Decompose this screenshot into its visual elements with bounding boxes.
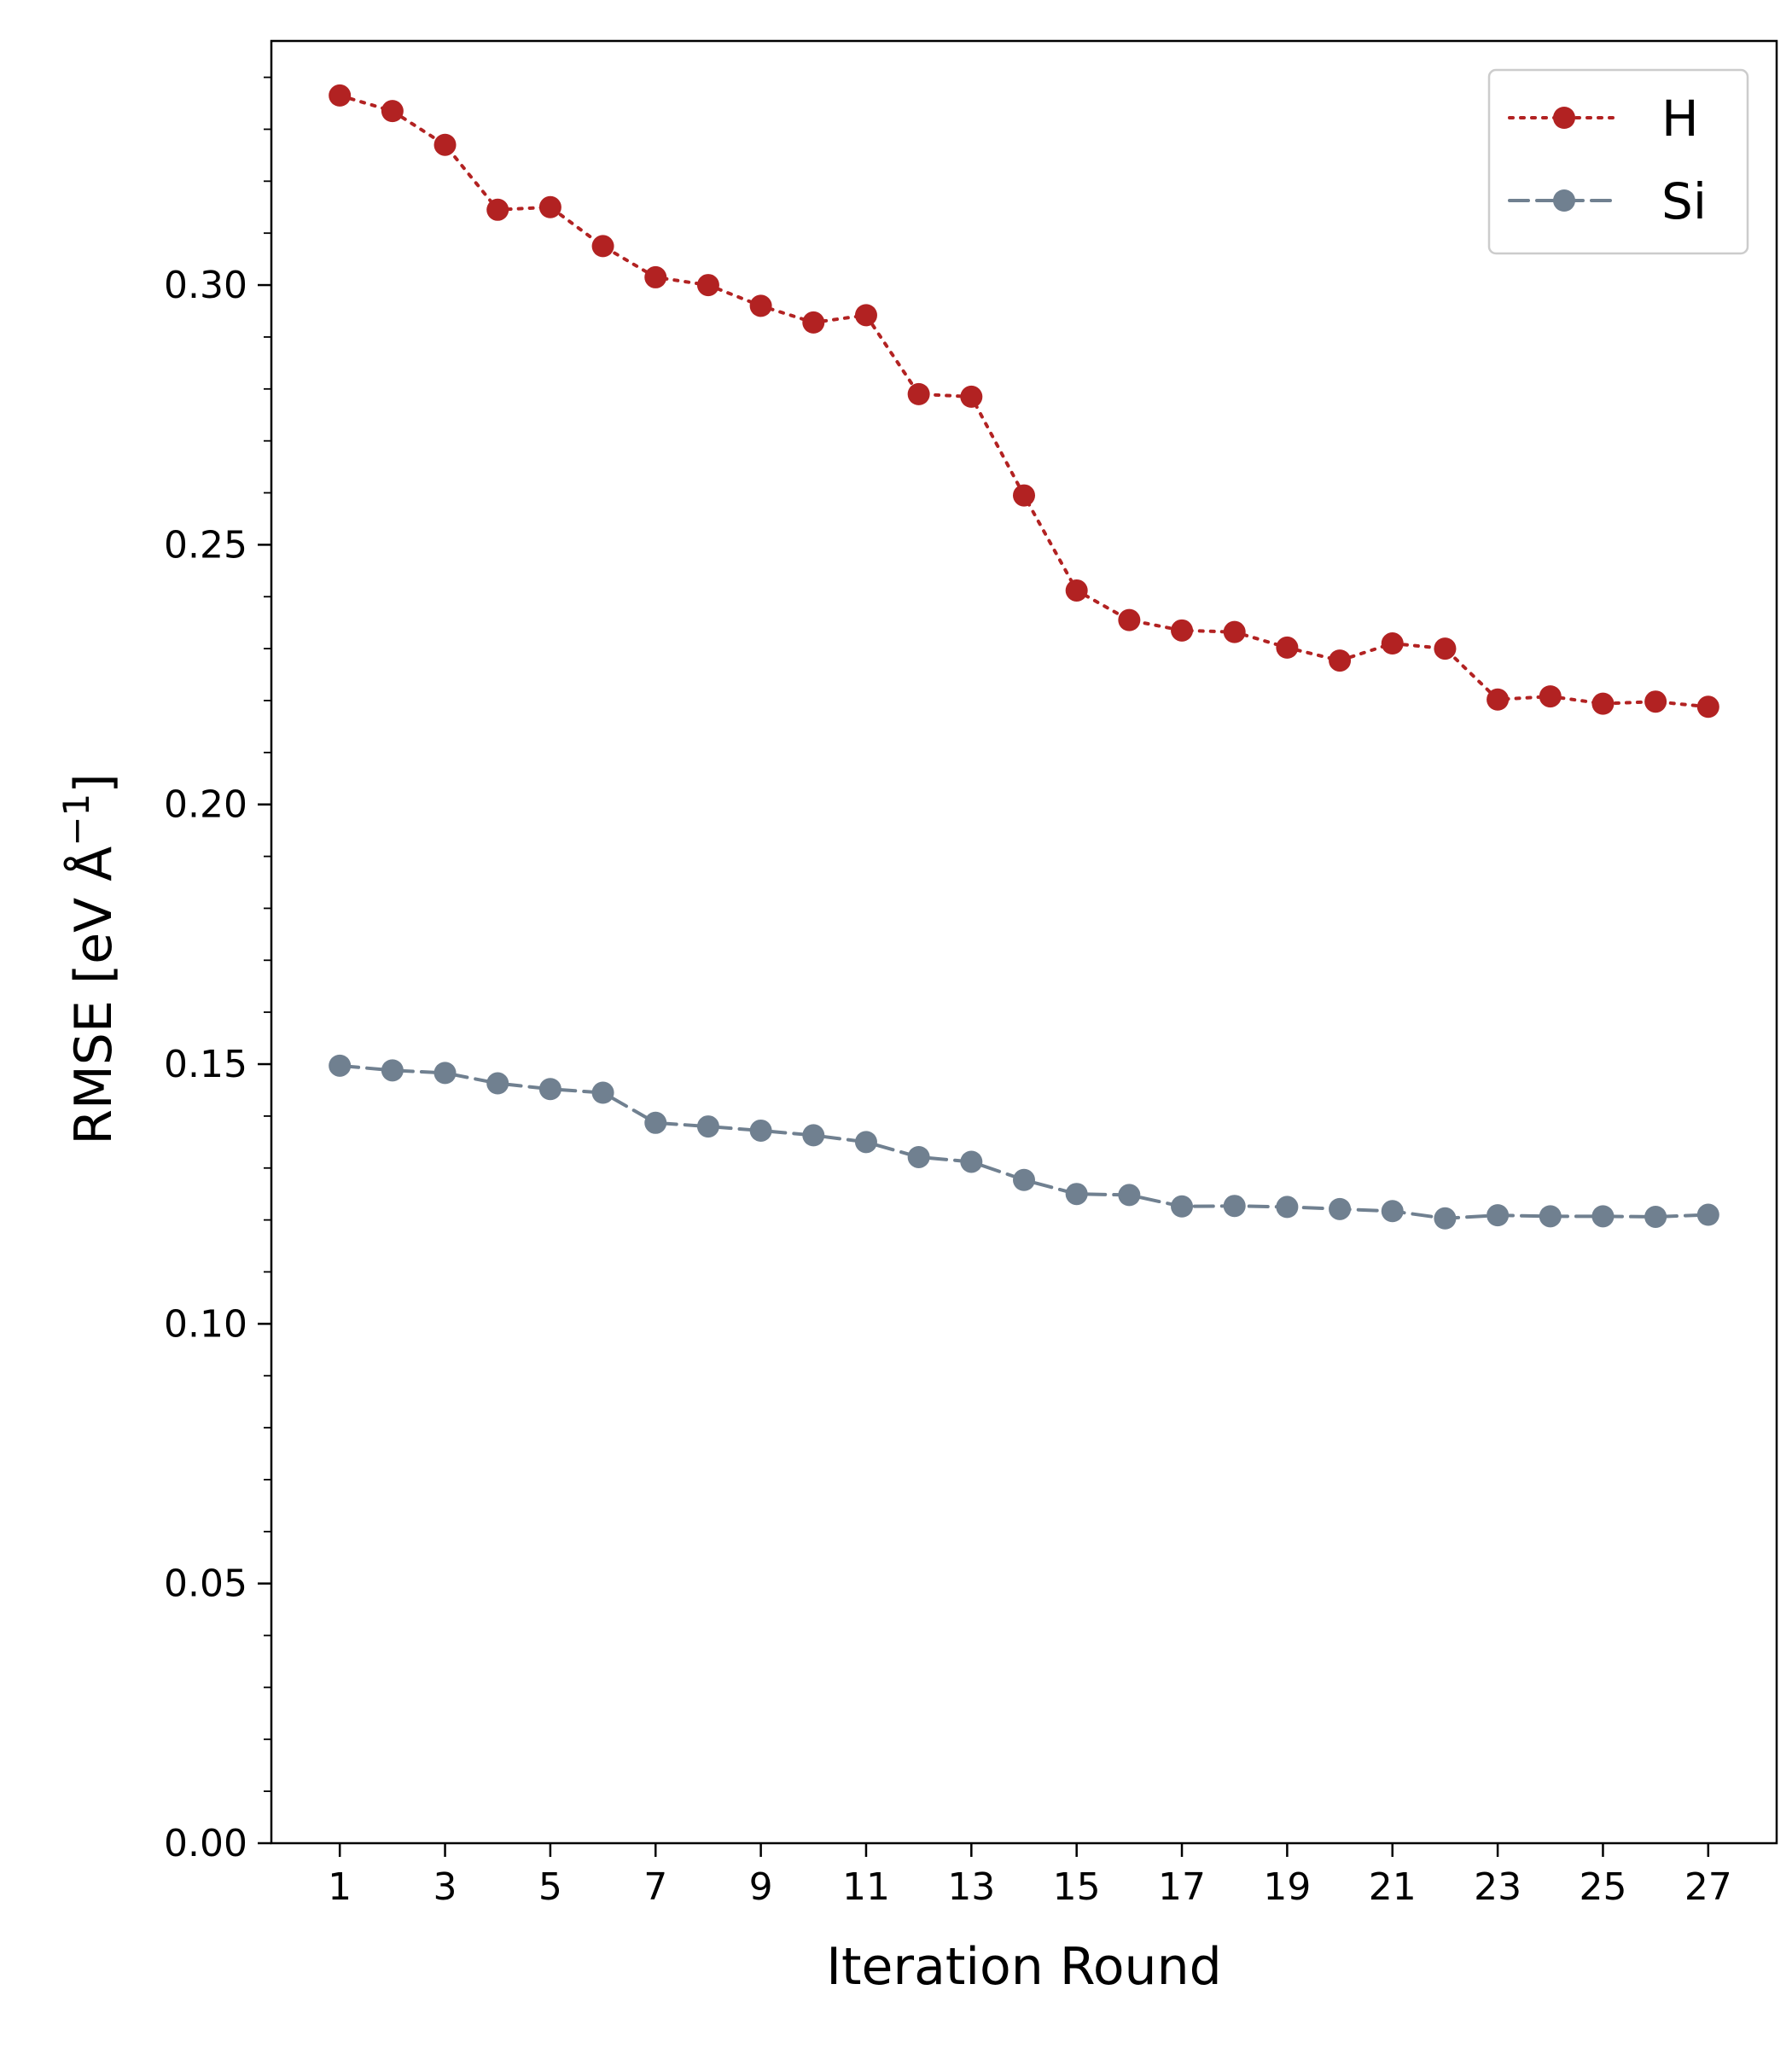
x-tick-label: 17 (1158, 1865, 1206, 1909)
x-tick-label: 21 (1369, 1865, 1417, 1909)
data-point-h (1487, 688, 1510, 711)
data-point-si (1539, 1205, 1562, 1228)
legend-box (1487, 68, 1749, 255)
data-point-si (749, 1119, 772, 1142)
y-axis-label-superscript: −1 (55, 794, 97, 847)
y-axis-label-close: ] (64, 773, 124, 793)
data-point-h (1118, 608, 1141, 631)
data-point-si (696, 1115, 719, 1138)
data-point-h (1696, 695, 1719, 719)
data-point-h (1591, 692, 1615, 715)
data-point-h (749, 294, 772, 317)
data-point-h (696, 274, 719, 297)
data-point-si (1013, 1168, 1035, 1191)
x-tick-label: 9 (749, 1865, 773, 1909)
y-axis-label: RMSE [eV Å−1] (55, 773, 124, 1144)
x-tick-label: 7 (643, 1865, 667, 1909)
data-point-si (1329, 1197, 1352, 1220)
y-tick-label: 0.10 (164, 1302, 247, 1346)
legend-label: Si (1661, 172, 1707, 230)
data-point-si (1171, 1195, 1194, 1218)
data-point-si (1223, 1195, 1246, 1218)
data-point-si (1696, 1203, 1719, 1226)
x-tick-label: 15 (1053, 1865, 1101, 1909)
x-tick-label: 23 (1474, 1865, 1521, 1909)
x-axis: 1 3 5 7 9 11 13 15 17 19 21 23 25 27 (328, 1843, 1732, 1909)
y-tick-label: 0.25 (164, 523, 247, 567)
y-tick-label: 0.15 (164, 1043, 247, 1086)
data-point-h (1013, 484, 1035, 507)
data-point-h (538, 195, 561, 218)
data-point-h (1171, 619, 1194, 642)
data-point-h (1329, 649, 1352, 672)
y-tick-label: 0.00 (164, 1822, 247, 1865)
data-point-si (329, 1054, 352, 1077)
x-tick-label: 27 (1684, 1865, 1732, 1909)
data-point-si (907, 1145, 930, 1168)
legend-item-si: Si (1508, 172, 1707, 230)
data-point-si (538, 1078, 561, 1101)
data-point-si (1118, 1184, 1141, 1207)
data-point-si (433, 1062, 457, 1085)
legend: H Si (1487, 68, 1749, 255)
y-tick-label: 0.05 (164, 1562, 247, 1606)
data-point-h (486, 198, 509, 221)
x-tick-label: 25 (1579, 1865, 1626, 1909)
x-tick-label: 11 (842, 1865, 890, 1909)
data-point-si (644, 1111, 667, 1134)
data-point-h (1223, 620, 1246, 643)
data-point-si (1381, 1200, 1404, 1223)
data-point-si (960, 1150, 983, 1173)
data-point-h (644, 265, 667, 288)
data-point-si (1065, 1183, 1088, 1206)
data-point-si (802, 1124, 825, 1147)
series-si (329, 1054, 1719, 1230)
data-point-h (1539, 685, 1562, 708)
series-h (329, 84, 1719, 719)
data-point-si (1591, 1205, 1615, 1228)
x-tick-label: 5 (538, 1865, 562, 1909)
legend-label: H (1661, 90, 1699, 148)
series-layer (329, 84, 1719, 1230)
data-point-h (802, 311, 825, 334)
y-axis: 0.00 0.05 0.10 0.15 0.20 0.25 0.30 (164, 76, 271, 1865)
data-point-si (1487, 1204, 1510, 1227)
legend-marker (1553, 189, 1575, 212)
data-point-h (854, 304, 877, 327)
plot-frame (270, 39, 1778, 1845)
data-point-h (1065, 579, 1088, 602)
y-axis-label-main: RMSE [eV Å (63, 847, 124, 1145)
data-point-si (591, 1081, 614, 1104)
data-point-si (1434, 1207, 1457, 1230)
data-point-h (329, 84, 352, 107)
x-tick-label: 19 (1263, 1865, 1311, 1909)
x-tick-label: 3 (433, 1865, 457, 1909)
data-point-h (907, 382, 930, 405)
data-point-h (1644, 690, 1667, 713)
data-point-h (591, 235, 614, 258)
data-point-si (486, 1072, 509, 1095)
data-point-si (854, 1131, 877, 1154)
data-point-h (1276, 636, 1299, 659)
x-axis-label: Iteration Round (826, 1937, 1221, 1997)
data-point-si (1644, 1205, 1667, 1228)
y-tick-label: 0.30 (164, 264, 247, 307)
y-tick-label: 0.20 (164, 783, 247, 827)
data-point-h (1434, 637, 1457, 660)
data-point-h (960, 385, 983, 408)
legend-marker (1553, 107, 1575, 129)
data-point-h (433, 133, 457, 156)
legend-item-h: H (1508, 90, 1699, 148)
data-point-si (381, 1059, 404, 1082)
x-tick-label: 1 (328, 1865, 352, 1909)
data-point-h (1381, 632, 1404, 655)
data-point-h (381, 100, 404, 123)
x-tick-label: 13 (947, 1865, 995, 1909)
data-point-si (1276, 1196, 1299, 1219)
